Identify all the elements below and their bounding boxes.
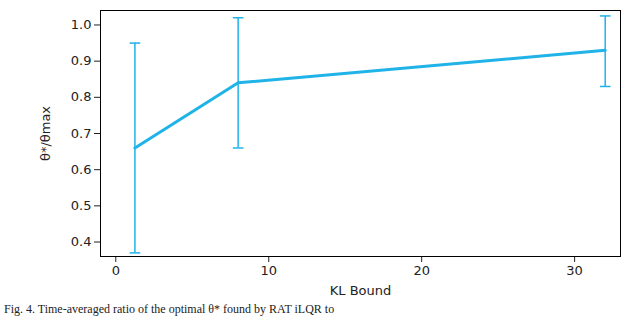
svg-text:θ*/θmax: θ*/θmax — [38, 106, 53, 161]
svg-text:30: 30 — [566, 263, 583, 278]
svg-text:20: 20 — [413, 263, 430, 278]
svg-text:0.5: 0.5 — [71, 198, 92, 213]
svg-text:0.9: 0.9 — [71, 53, 92, 68]
svg-text:KL Bound: KL Bound — [330, 283, 392, 298]
svg-text:0.8: 0.8 — [71, 89, 92, 104]
svg-text:0.6: 0.6 — [71, 162, 92, 177]
svg-text:0.4: 0.4 — [71, 234, 92, 249]
html-text:Fig. 4. Time-averaged ratio of: Fig. 4. Time-averaged ratio of the optim… — [4, 302, 335, 316]
svg-text:1.0: 1.0 — [71, 17, 92, 32]
svg-text:10: 10 — [260, 263, 277, 278]
svg-text:0.7: 0.7 — [71, 126, 92, 141]
svg-text:0: 0 — [112, 263, 120, 278]
